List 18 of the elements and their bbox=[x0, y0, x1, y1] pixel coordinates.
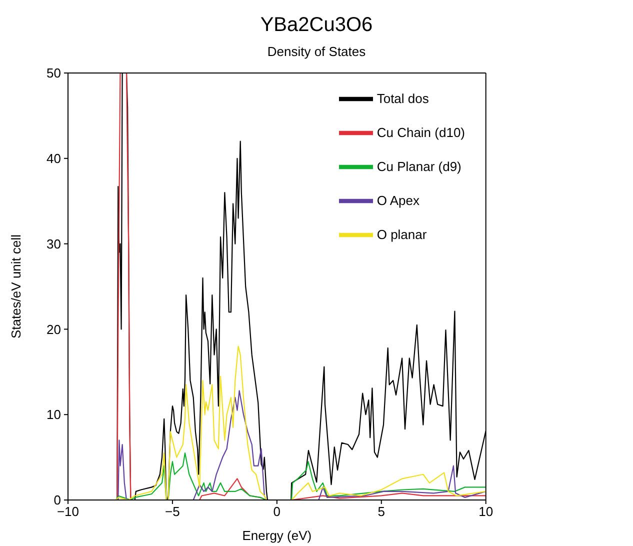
legend-label: Cu Planar (d9) bbox=[376, 159, 462, 174]
legend-label: Total dos bbox=[376, 91, 429, 106]
y-tick-label: 20 bbox=[46, 322, 61, 337]
y-axis-title: States/eV unit cell bbox=[8, 234, 24, 339]
legend-label: O Apex bbox=[376, 193, 420, 208]
x-tick-label: 5 bbox=[378, 504, 385, 520]
y-tick-label: 30 bbox=[46, 236, 61, 252]
x-tick-label: −5 bbox=[165, 504, 180, 520]
legend-label: Cu Chain (d10) bbox=[376, 125, 465, 140]
x-tick-label: 0 bbox=[273, 504, 281, 520]
legend-label: O planar bbox=[376, 227, 427, 242]
chart-title: YBa2Cu3O6 bbox=[259, 13, 374, 38]
chart-subtitle: Density of States bbox=[266, 44, 367, 61]
x-axis-title: Energy (eV) bbox=[242, 528, 312, 543]
y-tick-label: 50 bbox=[46, 66, 61, 81]
y-tick-label: 40 bbox=[46, 151, 61, 166]
y-tick-label: 10 bbox=[46, 407, 61, 422]
x-tick-label: 10 bbox=[478, 504, 494, 520]
